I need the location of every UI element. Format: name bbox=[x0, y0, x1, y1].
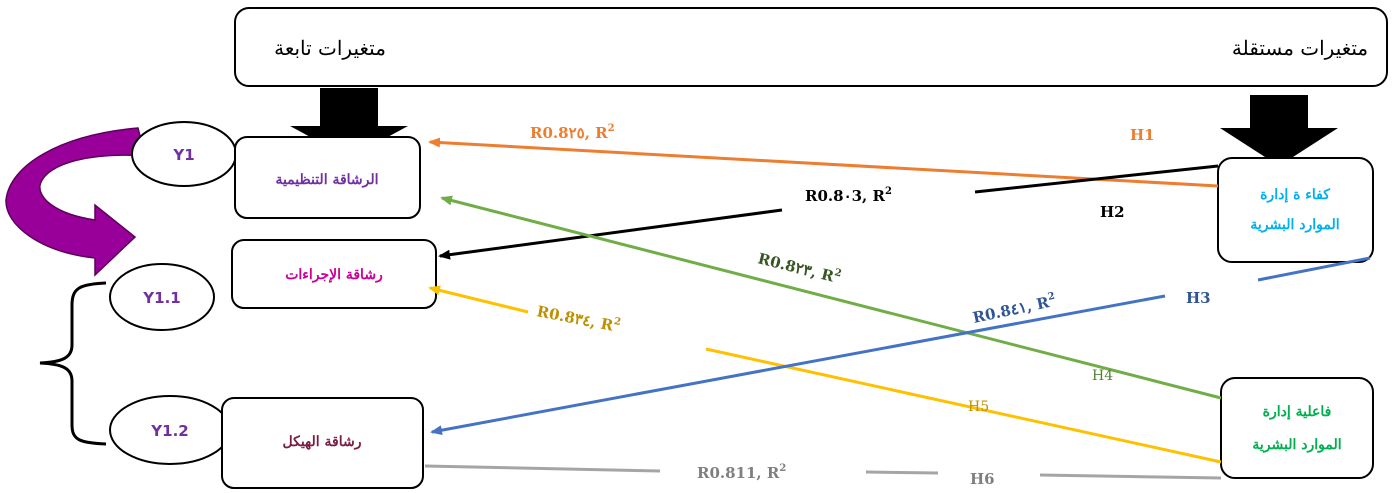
y1-2-label: Y1.2 bbox=[150, 422, 188, 440]
h6-line-segment-3 bbox=[1039, 473, 1222, 480]
hr-effectiveness-label-line1: فاعلية إدارة bbox=[1263, 404, 1332, 421]
h2-label: H2 bbox=[1100, 203, 1125, 221]
y1-1-ellipse bbox=[109, 263, 215, 331]
r2-value: R0.8٠3, R bbox=[805, 187, 886, 205]
r6-superscript: 2 bbox=[779, 463, 786, 474]
organizational-agility-label: الرشاقة التنظيمية bbox=[275, 172, 378, 188]
h6-line-segment-1 bbox=[424, 464, 661, 473]
hr-competency-label-line2: الموارد البشرية bbox=[1250, 217, 1339, 233]
h6-line-segment-2 bbox=[865, 470, 939, 475]
r2-label: R0.8٠3, R2 bbox=[805, 186, 892, 205]
r5-superscript: 2 bbox=[1047, 291, 1056, 303]
hr-competency-box bbox=[1217, 157, 1374, 263]
h6-label: H6 bbox=[970, 470, 995, 488]
structure-agility-box bbox=[221, 397, 424, 489]
r4-superscript: 2 bbox=[613, 316, 622, 328]
h2-line-segment bbox=[974, 164, 1219, 194]
r6-label: R0.811, R2 bbox=[697, 463, 786, 482]
h5-arrow bbox=[428, 285, 529, 314]
r3-superscript: 2 bbox=[833, 267, 842, 279]
procedures-agility-box bbox=[231, 239, 437, 309]
r1-value: R0.8٢٥, R bbox=[530, 124, 608, 142]
r2-superscript: 2 bbox=[885, 186, 892, 197]
r5-label: R0.8٤١, R2 bbox=[971, 291, 1058, 327]
h5-line-segment bbox=[705, 347, 1222, 464]
hr-effectiveness-box bbox=[1220, 377, 1374, 479]
variables-header-box bbox=[234, 7, 1388, 87]
r6-value: R0.811, R bbox=[697, 464, 780, 482]
y1-1-label: Y1.1 bbox=[142, 289, 180, 307]
h4-arrow bbox=[440, 195, 1222, 400]
r4-value: R0.8٣٤, R bbox=[535, 302, 615, 335]
h5-label: H5 bbox=[968, 399, 989, 415]
curved-arrow-icon bbox=[5, 127, 146, 277]
dependent-variables-label: متغيرات تابعة bbox=[274, 36, 386, 60]
h2-arrow bbox=[438, 208, 783, 260]
independent-down-arrow bbox=[1220, 95, 1338, 166]
hr-competency-label-line1: كفاء ة إدارة bbox=[1260, 187, 1330, 204]
h3-label: H3 bbox=[1186, 289, 1211, 307]
independent-variables-label: متغيرات مستقلة bbox=[1232, 36, 1368, 60]
procedures-agility-label: رشاقة الإجراءات bbox=[285, 267, 383, 284]
organizational-agility-box bbox=[234, 136, 421, 219]
r4-label: R0.8٣٤, R2 bbox=[535, 301, 622, 336]
h1-label: H1 bbox=[1130, 126, 1155, 144]
r1-superscript: 2 bbox=[608, 123, 615, 134]
h4-label: H4 bbox=[1092, 368, 1113, 384]
hr-effectiveness-label-line2: الموارد البشرية bbox=[1252, 437, 1341, 453]
h3-arrow bbox=[430, 294, 1166, 436]
structure-agility-label: رشاقة الهيكل bbox=[283, 434, 362, 450]
brace-icon bbox=[39, 281, 107, 446]
r5-value: R0.8٤١, R bbox=[971, 293, 1051, 327]
y1-label: Y1 bbox=[172, 146, 194, 164]
r1-label: R0.8٢٥, R2 bbox=[530, 123, 615, 142]
h3-line-segment bbox=[1257, 256, 1371, 282]
